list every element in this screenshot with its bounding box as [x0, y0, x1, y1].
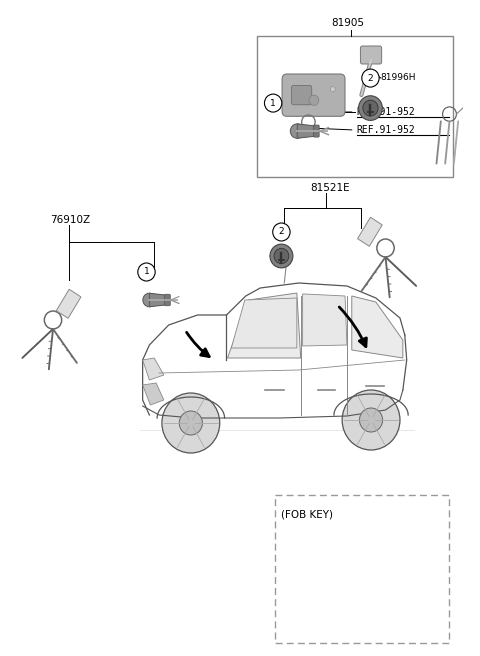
- Text: 1: 1: [144, 268, 149, 276]
- Polygon shape: [143, 383, 164, 405]
- Circle shape: [264, 94, 282, 112]
- Bar: [257, 36, 453, 177]
- Text: REF.91-952: REF.91-952: [357, 125, 415, 135]
- Text: 1: 1: [270, 98, 276, 108]
- Text: 81905: 81905: [332, 18, 364, 28]
- Circle shape: [330, 87, 335, 92]
- Circle shape: [359, 96, 383, 121]
- Polygon shape: [143, 358, 164, 380]
- Polygon shape: [231, 298, 297, 348]
- Polygon shape: [358, 217, 382, 246]
- Text: 76910Z: 76910Z: [50, 215, 90, 225]
- Circle shape: [179, 411, 203, 435]
- Text: 2: 2: [278, 228, 284, 237]
- Circle shape: [309, 95, 319, 106]
- FancyBboxPatch shape: [165, 295, 170, 306]
- Polygon shape: [302, 294, 347, 346]
- Circle shape: [342, 390, 400, 450]
- Circle shape: [162, 393, 220, 453]
- Text: 81521E: 81521E: [311, 183, 350, 193]
- Circle shape: [290, 124, 304, 138]
- Circle shape: [138, 263, 155, 281]
- FancyBboxPatch shape: [360, 46, 382, 64]
- Polygon shape: [228, 293, 300, 358]
- Circle shape: [274, 249, 289, 264]
- Text: (FOB KEY): (FOB KEY): [281, 509, 333, 520]
- Circle shape: [270, 244, 293, 268]
- FancyBboxPatch shape: [313, 125, 319, 137]
- Polygon shape: [149, 293, 168, 307]
- FancyBboxPatch shape: [291, 85, 312, 105]
- Bar: [275, 495, 449, 643]
- Circle shape: [363, 100, 378, 116]
- Circle shape: [362, 69, 379, 87]
- Polygon shape: [297, 124, 316, 138]
- Circle shape: [360, 408, 383, 432]
- Text: 81996H: 81996H: [381, 73, 416, 83]
- Circle shape: [143, 293, 156, 307]
- Text: REF.91-952: REF.91-952: [357, 107, 415, 117]
- Polygon shape: [352, 296, 403, 358]
- Text: 2: 2: [368, 73, 373, 83]
- Polygon shape: [56, 289, 81, 318]
- FancyBboxPatch shape: [468, 71, 480, 113]
- FancyBboxPatch shape: [282, 74, 345, 116]
- Circle shape: [273, 223, 290, 241]
